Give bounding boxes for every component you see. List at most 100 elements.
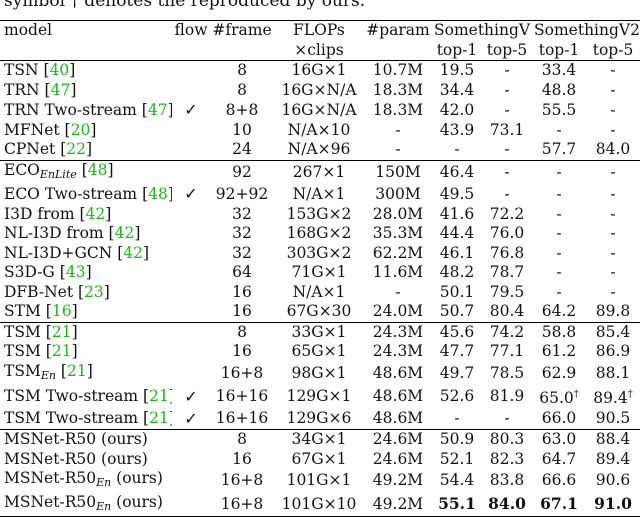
- cell-param: -: [364, 140, 432, 160]
- cell-v1-top1: 47.7: [432, 342, 482, 362]
- cell-v2-top5: -: [586, 81, 640, 101]
- cell-v2-top1-value: 63.0: [541, 430, 577, 449]
- model-name: CPNet: [4, 140, 56, 158]
- cell-model: ECOEnLite [48]: [0, 159, 172, 184]
- col-flow: flow: [172, 20, 210, 41]
- cell-flops-value: 98G×1: [291, 363, 347, 382]
- cell-v1-top1-value: 47.7: [439, 342, 475, 360]
- cell-v2-top1: -: [532, 159, 587, 184]
- cell-frame: 16: [210, 450, 274, 470]
- citation: 16: [51, 302, 72, 320]
- model-name: TSN: [4, 61, 39, 80]
- cell-v1-top5: -: [482, 140, 532, 160]
- cell-frame: 92: [210, 159, 274, 184]
- cell-model: TRN [47]: [4, 80, 77, 99]
- cell-v2-top1: -: [532, 283, 586, 303]
- cell-v1-top1-value: 52.1: [439, 449, 475, 468]
- table-row: MFNet [20] 10 N/A×10 - 43.9 73.1 - -: [0, 121, 640, 141]
- cell-model: TSMEn [21]: [4, 361, 93, 382]
- cell-flops-value: 71G×1: [291, 263, 347, 281]
- cell-v1-top5: 84.0: [482, 492, 533, 517]
- cell-frame-value: 16: [232, 342, 252, 360]
- citation: (ours): [101, 449, 148, 468]
- cell-flow: [172, 81, 210, 101]
- cell-v2-top1-value: 64.7: [541, 449, 577, 468]
- cell-v1-top5-value: -: [504, 100, 510, 119]
- cell-v1-top1-value: 45.6: [439, 322, 475, 341]
- cell-frame: 92+92: [210, 184, 274, 205]
- cell-flops-value: 129G×1: [286, 387, 352, 405]
- table-row: NL-I3D from [42] 32 168G×2 35.3M 44.4 76.0 - -: [0, 224, 640, 244]
- cell-v1-top1-value: 48.2: [439, 263, 475, 281]
- cell-v1-top1: 19.5: [432, 60, 482, 81]
- cell-param: 28.0M: [364, 205, 432, 225]
- cell-v2-top5: -: [586, 244, 640, 264]
- cell-param-value: 18.3M: [372, 80, 424, 99]
- cell-v1-top5-value: 80.3: [489, 430, 525, 449]
- cell-v1-top1: 44.4: [432, 224, 482, 244]
- cell-frame-value: 16+8: [220, 494, 264, 513]
- cell-v1-top1: 52.1: [432, 450, 482, 470]
- citation: 43: [65, 263, 86, 281]
- cell-flops-value: 65G×1: [291, 342, 347, 360]
- cell-model: ECO Two-stream [48]: [4, 184, 172, 203]
- cell-param-value: -: [395, 120, 401, 139]
- cell-flops: 71G×1: [274, 263, 364, 283]
- model-name: TSM Two-stream: [4, 387, 139, 405]
- cell-v1-top1-value: -: [454, 409, 460, 427]
- table-row: DFB-Net [23] 16 N/A×1 - 50.1 79.5 - -: [0, 283, 640, 303]
- cell-param-value: 49.2M: [372, 494, 424, 513]
- model-name: TSM Two-stream: [4, 409, 139, 427]
- cell-v1-top1: 50.9: [432, 429, 482, 450]
- cell-param: 49.2M: [364, 492, 432, 517]
- model-name: ECO Two-stream: [4, 184, 138, 203]
- cell-v1-top1-value: 19.5: [439, 61, 475, 80]
- cell-model: NL-I3D+GCN [42]: [4, 243, 150, 262]
- cell-param-value: 49.2M: [372, 471, 424, 489]
- cell-v2-top5: 89.4†: [586, 385, 640, 409]
- cell-flops-value: 153G×2: [286, 204, 352, 223]
- cell-model: MSNet-R50 (ours): [0, 450, 172, 470]
- col-something-v1: SomethingV1: [432, 20, 533, 41]
- cell-v1-top1-value: 46.1: [439, 243, 475, 262]
- table-caption: symbol † denotes the reproduced by ours.: [4, 0, 366, 11]
- cell-flops-value: 34G×1: [291, 430, 347, 449]
- table-row: STM [16] 16 67G×30 24.0M 50.7 80.4 64.2 89.8: [0, 302, 640, 322]
- cell-param: -: [364, 121, 432, 141]
- cell-v2-top1-value: -: [556, 263, 562, 281]
- cell-v2-top1: -: [532, 205, 586, 225]
- cell-v1-top1: -: [432, 409, 482, 430]
- cell-v2-top1: 66.6: [532, 469, 586, 493]
- cell-frame: 8: [210, 81, 274, 101]
- cell-frame-value: 10: [232, 120, 252, 139]
- citation: 21: [51, 342, 72, 360]
- cell-v1-top1-value: 46.4: [439, 162, 475, 181]
- model-name: TSM: [4, 322, 41, 341]
- cell-param-value: 28.0M: [372, 204, 424, 223]
- table-row: TSMEn [21] 16+8 98G×1 48.6M 49.7 78.5 62.9 88.1: [0, 362, 640, 386]
- cell-model: TSM [21]: [4, 342, 78, 360]
- model-name: I3D from: [4, 204, 75, 223]
- table-body: TSN [40] 8 16G×1 10.7M 19.5-33.4- TRN [47] 8 16…: [0, 60, 640, 517]
- cell-v2-top1-value: 57.7: [541, 140, 577, 158]
- cell-flow: [172, 224, 210, 244]
- cell-v2-top5-value: -: [610, 80, 616, 99]
- cell-model: DFB-Net [23]: [4, 282, 110, 301]
- cell-v1-top1: 42.0: [432, 100, 482, 121]
- cell-flops: 33G×1: [274, 321, 364, 342]
- results-table: model flow #frame FLOPs #param Something…: [0, 20, 640, 517]
- reproduced-marker: †: [627, 389, 633, 400]
- cell-frame-value: 24: [232, 140, 252, 158]
- cell-v1-top5: 74.2: [482, 321, 533, 342]
- cell-model: MSNet-R50 (ours): [0, 429, 172, 450]
- table-row: S3D-G [43] 64 71G×1 11.6M 48.2 78.7 - -: [0, 263, 640, 283]
- cell-v1-top5-value: -: [504, 61, 510, 80]
- cell-flow: ✓: [172, 100, 210, 121]
- table-row: TSM Two-stream [21] ✓ 16+16 129G×1 48.6M 52.6…: [0, 385, 640, 409]
- cell-param-value: -: [395, 140, 401, 158]
- cell-v1-top1-value: 49.7: [439, 363, 475, 382]
- cell-flops: 65G×1: [274, 342, 364, 362]
- cell-flops: 67G×30: [274, 302, 364, 322]
- cell-v1-top1-value: 50.9: [439, 430, 475, 449]
- cell-model: S3D-G [43]: [4, 263, 92, 281]
